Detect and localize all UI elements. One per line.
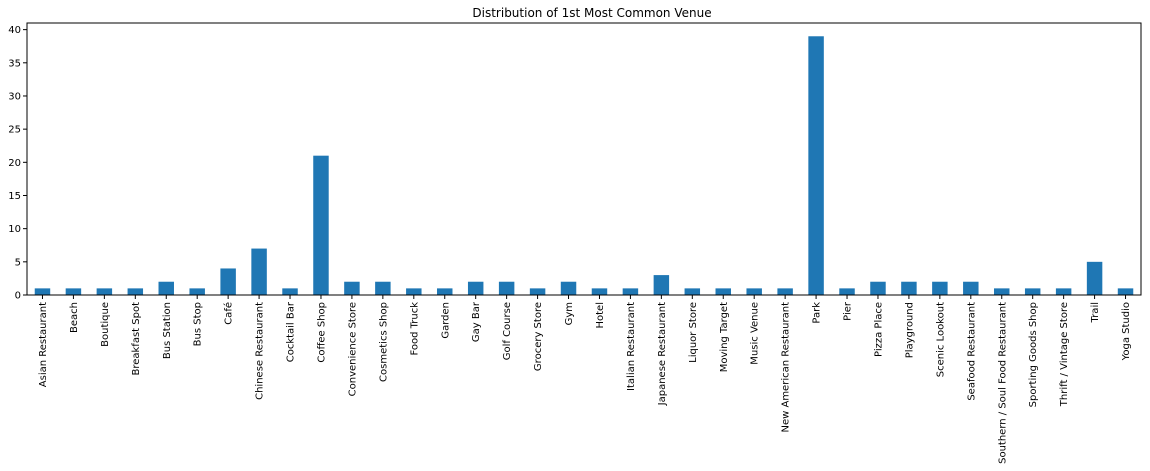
x-tick-label-9: Coffee Shop	[316, 302, 327, 363]
bar-35	[1117, 288, 1134, 295]
y-tick-label-5: 25	[8, 125, 21, 136]
x-tick-label-23: Music Venue	[750, 302, 761, 365]
x-tick-label-24: New American Restaurant	[781, 302, 792, 433]
bar-34	[1086, 261, 1103, 295]
x-tick-label-25: Park	[812, 302, 823, 324]
bar-22	[715, 288, 731, 295]
bar-10	[344, 281, 360, 295]
bar-7	[251, 248, 267, 295]
bar-23	[746, 288, 762, 295]
x-tick-label-29: Scenic Lookout	[935, 302, 946, 377]
x-tick-label-35: Yoga Studio	[1121, 302, 1132, 361]
x-tick-label-6: Café	[223, 302, 235, 325]
bar-21	[684, 288, 701, 295]
bar-32	[1024, 288, 1041, 295]
x-tick-label-34: Trail	[1090, 302, 1101, 323]
x-tick-label-26: Pier	[843, 301, 854, 321]
x-tick-label-0: Asian Restaurant	[38, 302, 49, 387]
x-tick-label-12: Food Truck	[409, 302, 420, 356]
bar-11	[375, 281, 391, 295]
bar-30	[963, 281, 979, 295]
x-tick-label-13: Garden	[440, 302, 451, 339]
x-tick-label-3: Breakfast Spot	[131, 302, 142, 376]
bar-1	[65, 288, 82, 295]
bar-17	[560, 281, 577, 295]
plot-frame	[26, 22, 1142, 296]
bar-29	[932, 281, 948, 295]
bar-31	[994, 288, 1010, 295]
x-tick-label-21: Liquor Store	[688, 302, 699, 363]
x-tick-label-14: Gay Bar	[471, 301, 482, 342]
bar-4	[158, 281, 174, 295]
bar-27	[870, 281, 886, 295]
y-tick-label-1: 5	[15, 257, 21, 268]
y-tick-label-2: 10	[8, 224, 21, 235]
y-tick-label-3: 15	[8, 191, 21, 202]
bar-18	[591, 288, 608, 295]
x-tick-label-33: Thrift / Vintage Store	[1059, 302, 1070, 407]
bar-3	[127, 288, 144, 295]
x-tick-label-18: Hotel	[595, 302, 606, 329]
x-tick-label-20: Japanese Restaurant	[657, 302, 668, 406]
bar-24	[777, 288, 793, 295]
bar-13	[437, 288, 453, 295]
x-tick-label-27: Pizza Place	[873, 302, 884, 357]
bar-6	[220, 268, 236, 295]
bar-0	[34, 288, 51, 295]
x-tick-label-11: Cosmetics Shop	[378, 302, 389, 382]
bar-25	[808, 36, 824, 296]
x-tick-label-5: Bus Stop	[193, 302, 204, 346]
x-tick-label-28: Playground	[904, 302, 915, 358]
x-tick-label-8: Cocktail Bar	[286, 301, 297, 362]
bar-14	[467, 281, 484, 295]
y-tick-label-0: 0	[15, 291, 21, 302]
bar-19	[622, 288, 639, 295]
y-tick-label-4: 20	[8, 158, 21, 169]
bar-20	[653, 275, 670, 295]
bar-16	[529, 288, 546, 295]
bar-15	[498, 281, 515, 295]
bar-28	[901, 281, 917, 295]
x-tick-label-10: Convenience Store	[347, 302, 358, 396]
x-tick-label-2: Boutique	[100, 302, 111, 347]
bar-2	[96, 288, 113, 295]
y-tick-label-6: 30	[8, 91, 21, 102]
y-tick-label-8: 40	[8, 25, 21, 36]
x-tick-label-22: Moving Target	[719, 302, 730, 372]
x-tick-label-16: Grocery Store	[533, 302, 544, 371]
x-tick-label-1: Beach	[69, 302, 80, 333]
x-tick-label-31: Southern / Soul Food Restaurant	[997, 302, 1008, 464]
x-tick-label-30: Seafood Restaurant	[966, 302, 977, 401]
x-axis: Asian Restaurant Beach Boutique Breakfast S…	[38, 295, 1132, 464]
x-tick-label-32: Sporting Goods Shop	[1028, 302, 1039, 407]
x-tick-label-7: Chinese Restaurant	[255, 302, 266, 400]
bar-5	[189, 288, 205, 295]
y-axis: 0 5 10 15 20 25 30 35 40	[8, 25, 27, 302]
bar-12	[406, 288, 422, 295]
bar-33	[1055, 288, 1072, 295]
bar-8	[282, 288, 298, 295]
bars-group	[34, 36, 1134, 296]
x-tick-label-19: Italian Restaurant	[626, 302, 637, 391]
x-tick-label-15: Golf Course	[502, 302, 513, 360]
y-tick-label-7: 35	[8, 58, 21, 69]
chart-title: Distribution of 1st Most Common Venue	[472, 6, 711, 20]
bar-26	[839, 288, 855, 295]
x-tick-label-17: Gym	[564, 302, 575, 325]
x-tick-label-4: Bus Station	[162, 302, 173, 359]
bar-9	[313, 155, 329, 295]
